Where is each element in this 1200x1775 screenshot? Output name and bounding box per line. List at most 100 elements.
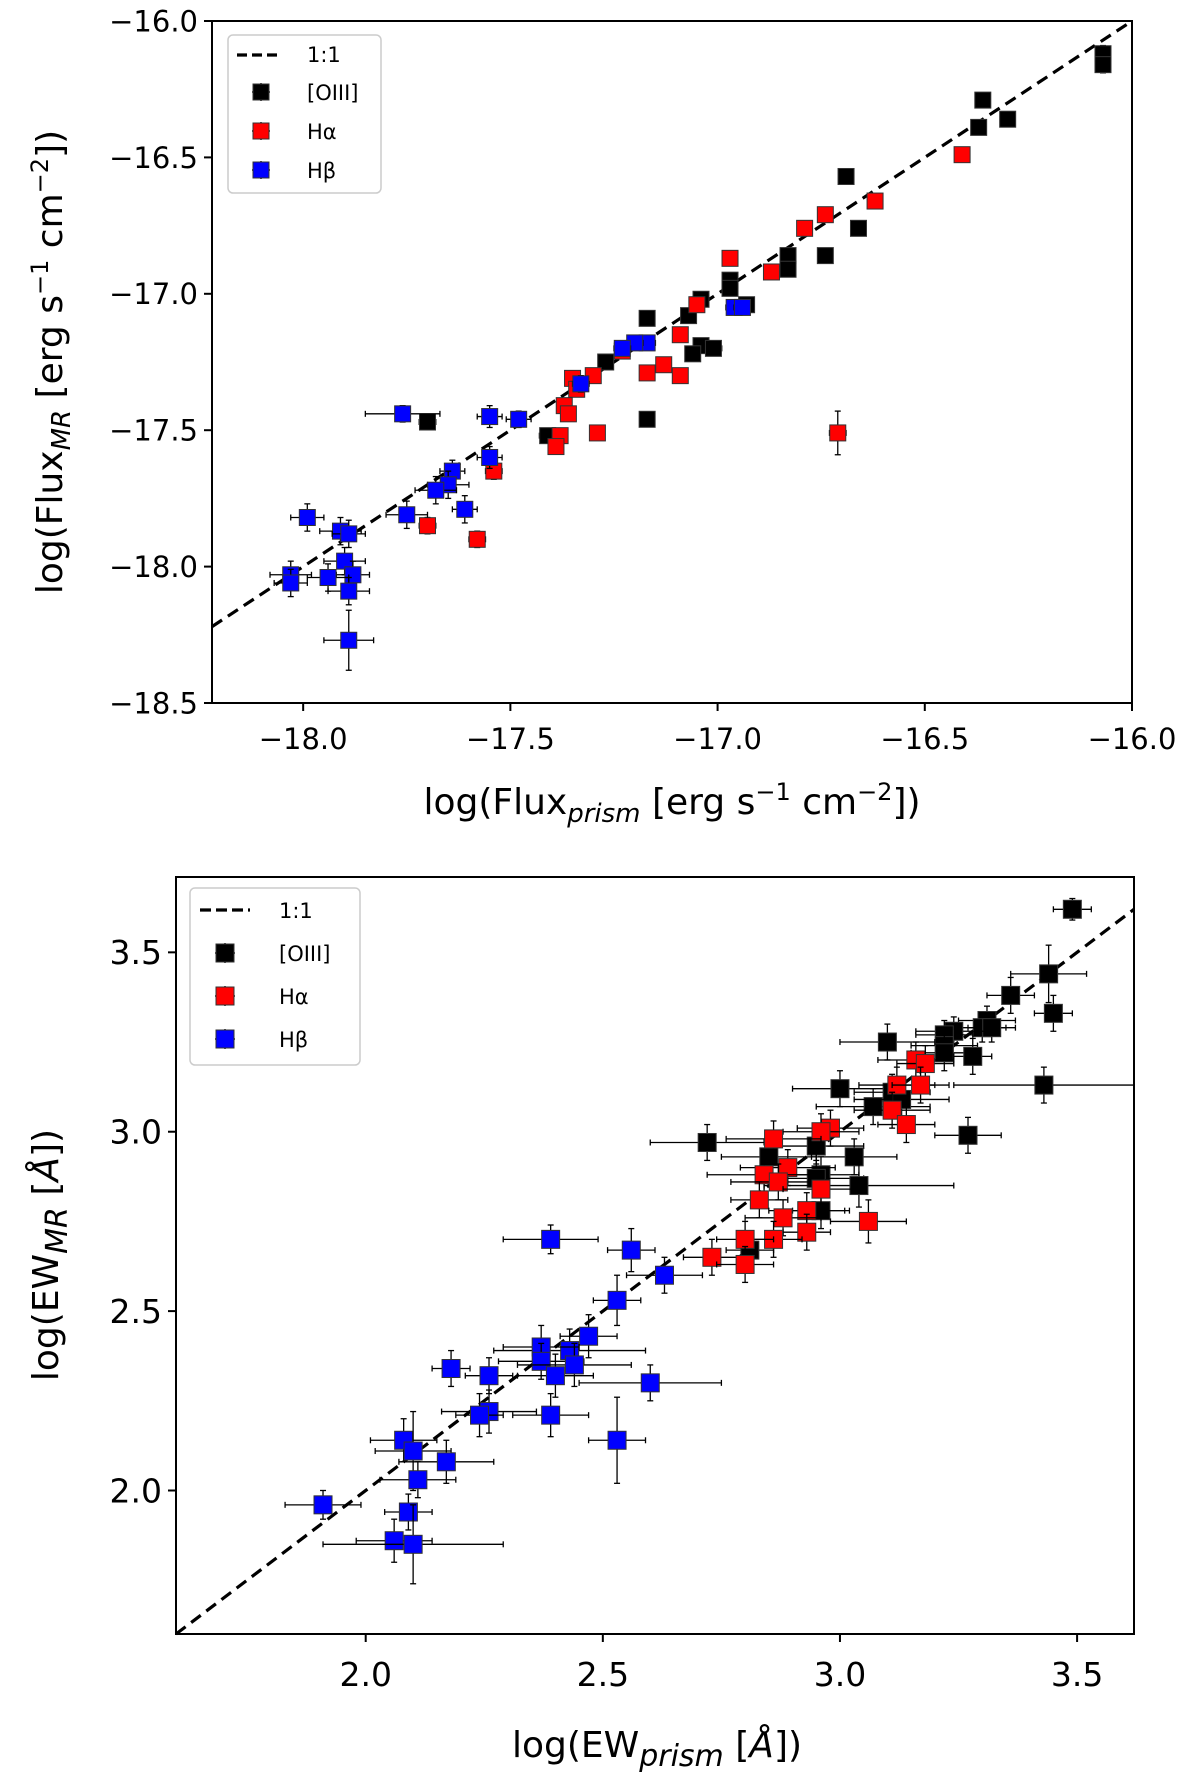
flux-legend-box xyxy=(227,34,382,194)
ew-point-hbeta xyxy=(502,1224,599,1255)
flux-point-oiii xyxy=(816,247,834,265)
ew-y-tick-label: 2.0 xyxy=(110,1471,162,1510)
flux-legend-label-halpha: Hα xyxy=(307,120,337,144)
ew-point-hbeta xyxy=(512,1392,590,1438)
flux-x-tick-label: −17.0 xyxy=(673,722,762,756)
ew-point-oiii xyxy=(1010,944,1088,1004)
flux-point-hbeta xyxy=(613,339,632,357)
ew-point-oiii xyxy=(839,1023,936,1061)
flux-y-tick-label: −16.5 xyxy=(109,141,198,175)
flux-y-tick-label: −17.0 xyxy=(109,277,198,311)
ew-point-halpha xyxy=(853,1091,931,1129)
ew-y-tick-label: 3.5 xyxy=(110,933,162,972)
flux-y-tick-label: −17.5 xyxy=(109,414,198,448)
flux-point-oiii xyxy=(837,167,855,185)
flux-data-points xyxy=(269,44,1112,671)
flux-point-halpha xyxy=(671,367,689,385)
ew-x-tick-label: 3.5 xyxy=(1051,1655,1103,1694)
ew-legend-label-1to1: 1:1 xyxy=(279,899,313,923)
ew-point-oiii xyxy=(986,976,1036,1014)
flux-y-tick-label: −18.5 xyxy=(109,686,198,720)
flux-panel: −18.0 −17.5 −17.0 −16.5 −16.0 −18.5 −18.0 −17.5… xyxy=(26,4,1176,829)
ew-point-oiii xyxy=(1033,994,1073,1032)
ew-point-hbeta xyxy=(431,1349,471,1388)
flux-plot-frame xyxy=(211,20,1133,704)
ew-point-hbeta xyxy=(464,1357,514,1395)
flux-point-hbeta xyxy=(273,568,308,598)
flux-point-hbeta xyxy=(323,546,366,576)
ew-y-axis-title: log(EWMR [Å]) xyxy=(24,1129,75,1381)
flux-legend-label-1to1: 1:1 xyxy=(307,43,341,67)
flux-y-tick-label: −18.0 xyxy=(109,550,198,584)
ew-point-halpha xyxy=(891,1066,950,1104)
flux-point-halpha xyxy=(721,249,739,267)
flux-point-oiii xyxy=(970,118,988,136)
ew-point-oiii xyxy=(967,1012,1017,1043)
ew-y-tick-label: 3.0 xyxy=(110,1113,162,1152)
ew-point-oiii xyxy=(810,1138,898,1176)
flux-point-halpha xyxy=(762,263,780,281)
ew-point-hbeta xyxy=(606,1227,656,1273)
flux-point-oiii xyxy=(974,91,992,109)
ew-x-tick-label: 2.5 xyxy=(577,1655,629,1694)
flux-y-axis-title: log(FluxMR [erg s−1 cm−2]) xyxy=(26,130,77,594)
flux-point-oiii xyxy=(779,247,797,265)
flux-legend-marker-oiii xyxy=(252,83,270,101)
ew-point-oiii xyxy=(815,1088,931,1126)
ew-axis-ticks: 2.0 2.5 3.0 3.5 2.0 2.5 3.0 3.5 xyxy=(110,933,1104,1694)
ew-data-points xyxy=(284,897,1135,1585)
flux-point-oiii xyxy=(721,279,739,297)
flux-axis-ticks: −18.0 −17.5 −17.0 −16.5 −16.0 −18.5 −18.0 −17.5… xyxy=(109,4,1176,756)
flux-point-hbeta xyxy=(476,404,503,429)
flux-point-hbeta xyxy=(364,404,441,423)
flux-point-oiii xyxy=(418,413,437,431)
ew-point-halpha xyxy=(877,1105,936,1144)
flux-point-oiii xyxy=(849,219,867,237)
flux-x-axis-title: log(Fluxprism [erg s−1 cm−2]) xyxy=(423,778,920,829)
ew-legend-label-hbeta: Hβ xyxy=(279,1028,308,1052)
flux-point-hbeta xyxy=(331,519,366,549)
ew-point-hbeta xyxy=(379,1461,457,1499)
flux-point-hbeta xyxy=(323,609,375,671)
ew-point-hbeta xyxy=(516,1353,594,1398)
flux-point-halpha xyxy=(688,296,706,314)
flux-point-oiii xyxy=(638,309,656,327)
flux-point-oiii xyxy=(638,410,656,428)
ew-legend: 1:1 [OIII] Hα Hβ xyxy=(189,887,361,1066)
flux-point-oiii xyxy=(779,260,797,278)
flux-point-oiii xyxy=(999,110,1017,128)
flux-point-halpha xyxy=(638,364,656,382)
flux-point-halpha xyxy=(418,516,437,535)
ew-point-halpha xyxy=(716,1245,775,1284)
flux-point-hbeta xyxy=(385,500,429,530)
flux-point-halpha xyxy=(953,146,971,164)
ew-point-oiii xyxy=(953,1066,1135,1104)
flux-point-hbeta xyxy=(306,563,350,592)
flux-point-oiii xyxy=(704,339,723,357)
ew-point-halpha xyxy=(706,1156,822,1194)
flux-legend: 1:1 [OIII] Hα Hβ xyxy=(227,34,382,194)
flux-point-hbeta xyxy=(476,445,503,470)
flux-point-halpha xyxy=(655,356,673,374)
flux-legend-label-hbeta: Hβ xyxy=(307,159,336,183)
ew-x-tick-label: 3.0 xyxy=(814,1655,866,1694)
flux-legend-marker-halpha xyxy=(252,122,270,140)
ew-point-hbeta xyxy=(625,1256,704,1294)
flux-point-halpha xyxy=(866,192,884,210)
ew-point-hbeta xyxy=(355,1518,433,1563)
ew-point-halpha xyxy=(782,1170,860,1208)
flux-point-hbeta xyxy=(451,495,478,524)
flux-point-halpha xyxy=(816,206,834,224)
flux-y-tick-label: −16.0 xyxy=(109,4,198,38)
flux-point-hbeta xyxy=(327,576,371,606)
flux-point-halpha xyxy=(468,530,487,549)
ew-point-halpha xyxy=(725,1120,822,1158)
flux-point-oiii xyxy=(597,353,615,371)
ew-x-tick-label: 2.0 xyxy=(339,1655,391,1694)
flux-point-halpha xyxy=(559,405,577,423)
ew-point-oiii xyxy=(649,1123,765,1162)
ew-point-hbeta xyxy=(284,1489,362,1520)
ew-point-hbeta xyxy=(592,1274,642,1327)
flux-x-tick-label: −18.0 xyxy=(259,722,348,756)
